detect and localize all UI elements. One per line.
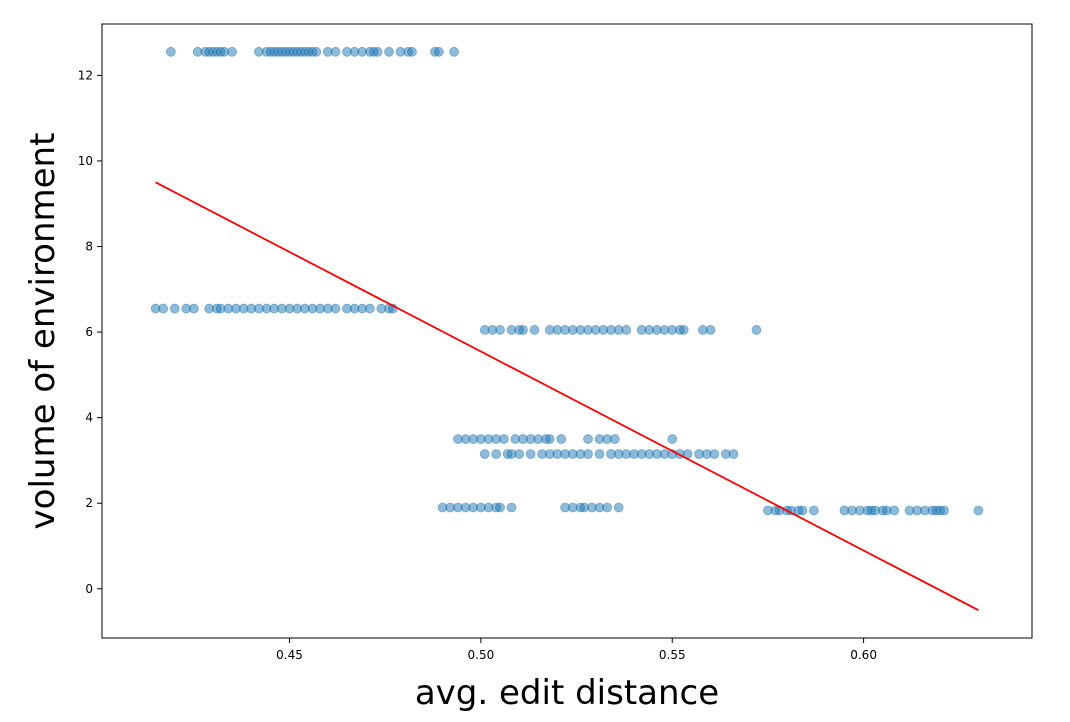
plot-frame [101,23,1033,639]
data-point [613,502,624,513]
data-point [889,505,900,516]
y-tick-label: 4 [85,411,93,425]
data-point [797,505,808,516]
data-point [514,449,525,459]
data-point [939,505,949,516]
data-point [518,325,528,335]
data-point [709,449,720,459]
scatter-points [150,46,984,516]
data-point [667,434,678,444]
data-point [544,434,555,444]
data-point [169,303,180,314]
data-point [621,325,632,335]
data-point [449,46,460,57]
data-point [728,449,739,459]
data-point [311,46,322,57]
x-axis-label: avg. edit distance [415,673,719,713]
y-tick-label: 10 [78,154,93,168]
y-tick-label: 2 [85,496,93,510]
data-point [525,449,536,459]
data-point [165,46,176,57]
data-point [407,46,417,57]
x-tick-label: 0.45 [276,648,303,662]
x-tick-label: 0.55 [659,648,686,662]
y-axis: 0 2 4 6 8 10 12 [78,68,102,596]
y-tick-label: 6 [85,325,93,339]
data-point [506,502,517,513]
data-point [384,46,394,57]
data-point [227,46,238,57]
data-point [479,449,490,459]
data-point [583,434,593,444]
data-point [491,449,502,459]
data-point [498,434,509,444]
data-point [364,303,375,314]
data-point [751,325,762,335]
data-point [556,434,567,444]
y-tick-label: 0 [85,582,93,596]
y-tick-label: 12 [78,68,93,82]
data-point [583,449,593,459]
data-point [330,303,341,314]
data-point [705,325,716,335]
x-tick-label: 0.50 [468,648,495,662]
data-point [529,325,540,335]
data-point [678,325,689,335]
data-point [609,434,620,444]
x-axis: 0.45 0.50 0.55 0.60 [276,638,877,662]
data-point [330,46,341,57]
data-point [158,303,169,314]
fit-line [155,181,979,611]
x-tick-label: 0.60 [850,648,877,662]
data-point [372,46,383,57]
data-point [973,505,984,516]
data-point [602,502,613,513]
fit-line-layer [155,181,979,611]
data-point [433,46,444,57]
y-axis-label: volume of environment [23,133,63,530]
data-point [188,303,199,314]
data-point [495,502,505,513]
data-point [808,505,819,516]
data-point [594,449,605,459]
y-tick-label: 8 [85,239,93,253]
data-point [495,325,505,335]
